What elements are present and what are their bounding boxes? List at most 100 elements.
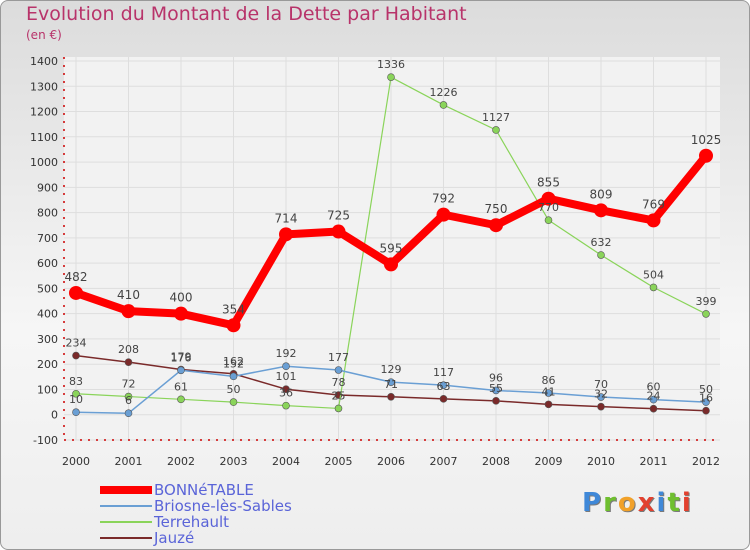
data-point [282,362,290,371]
data-point [384,257,398,272]
data-point [282,401,290,410]
data-label: 24 [647,390,661,403]
data-label: 1127 [482,111,510,124]
chart-title: Evolution du Montant de la Dette par Hab… [26,3,467,25]
data-label: 770 [538,201,559,214]
data-point [699,148,713,163]
data-label: 1025 [691,133,722,147]
data-label: 809 [590,187,613,201]
data-label: 504 [643,268,664,281]
x-tick-label: 2012 [692,455,720,468]
data-point [334,404,343,413]
data-label: 63 [437,380,451,393]
data-label: 32 [594,388,608,401]
x-tick-label: 2001 [115,455,143,468]
y-tick-label: 300 [37,333,58,346]
data-point [544,216,553,224]
chart-legend: BONNéTABLE Briosne-lès-Sables Terrehault Ja… [100,482,340,546]
data-label: 482 [65,270,88,284]
data-label: 176 [171,351,192,364]
data-point [492,386,500,395]
x-tick-label: 2011 [640,455,668,468]
data-point [124,358,133,366]
data-label: 50 [699,383,713,396]
x-tick-label: 2005 [325,455,353,468]
data-point [124,392,133,401]
data-label: 70 [594,378,608,391]
data-label: 83 [69,375,83,388]
x-tick-label: 2000 [62,455,90,468]
data-point [331,224,346,239]
x-tick-label: 2007 [430,455,458,468]
legend-swatch [100,537,152,539]
data-point [702,310,710,318]
data-label: 6 [125,394,132,407]
chart-subtitle: (en €) [26,28,62,42]
data-label: 632 [591,236,612,249]
data-label: 792 [432,192,455,206]
data-label: 179 [171,351,192,364]
y-tick-label: 500 [37,282,58,295]
data-point [334,366,343,374]
legend-item: Jauzé [100,530,340,546]
data-point [544,400,553,409]
y-tick-label: 600 [37,257,58,270]
legend-swatch [100,486,152,494]
y-tick-label: 900 [37,181,58,194]
data-point [544,389,553,397]
y-tick-label: 1000 [30,156,58,169]
data-point [279,227,293,242]
data-label: 36 [279,387,293,400]
data-label: 410 [117,288,140,302]
data-point [702,398,710,406]
data-label: 725 [327,209,350,223]
data-label: 714 [275,211,298,225]
data-point [489,218,503,233]
data-point [439,395,448,403]
data-point [436,207,451,222]
y-tick-label: 0 [51,409,58,422]
x-tick-label: 2010 [587,455,615,468]
data-point [72,408,80,417]
data-point [177,395,185,404]
legend-label: Briosne-lès-Sables [154,497,292,515]
data-label: 750 [485,202,508,216]
legend-item: BONNéTABLE [100,482,340,498]
data-point [649,404,658,413]
data-point [439,101,448,109]
data-point [649,395,658,404]
data-label: 208 [118,343,139,356]
data-point [597,251,605,259]
data-point [492,126,500,134]
data-point [229,398,238,406]
y-tick-label: 800 [37,207,58,220]
data-label: 25 [332,389,346,402]
y-tick-label: 400 [37,308,58,321]
y-tick-label: 700 [37,232,58,245]
y-tick-label: 100 [37,383,58,396]
data-point [594,203,608,218]
x-tick-label: 2003 [220,455,248,468]
data-label: 55 [489,382,503,395]
legend-item: Terrehault [100,514,340,530]
legend-label: Terrehault [154,513,230,531]
data-label: 60 [647,381,661,394]
x-tick-label: 2004 [272,455,300,468]
data-point [177,366,185,375]
data-label: 101 [276,370,297,383]
legend-label: Jauzé [154,529,195,547]
data-point [69,285,83,300]
data-point [387,378,395,386]
data-label: 96 [489,371,503,384]
data-point [124,409,133,418]
data-point [649,283,658,292]
data-point [597,393,605,401]
data-point [121,304,136,319]
data-point [597,402,605,411]
data-point [646,213,661,228]
data-label: 152 [223,357,244,370]
x-tick-label: 2008 [482,455,510,468]
data-label: 10 [69,393,83,406]
y-tick-label: -100 [33,434,58,447]
